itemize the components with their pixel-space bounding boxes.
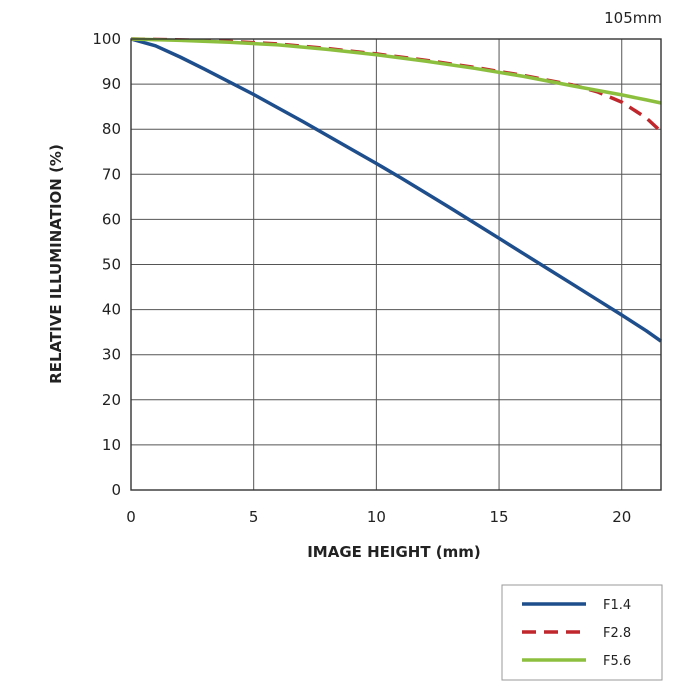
x-tick-label: 5 — [249, 508, 259, 526]
y-tick-label: 0 — [111, 481, 121, 499]
chart-annotation: 105mm — [604, 9, 662, 27]
y-tick-label: 70 — [102, 165, 121, 183]
y-tick-labels: 0 10 20 30 40 50 60 70 80 90 100 — [92, 30, 121, 499]
y-tick-label: 20 — [102, 391, 121, 409]
x-axis-title: IMAGE HEIGHT (mm) — [307, 543, 481, 561]
plot-frame — [130, 38, 662, 491]
x-tick-label: 15 — [490, 508, 509, 526]
y-tick-label: 60 — [102, 210, 121, 228]
legend-label: F1.4 — [603, 598, 631, 613]
series-line-f2-8 — [130, 37, 663, 133]
y-axis-title: RELATIVE ILLUMINATION (%) — [47, 144, 65, 384]
y-tick-label: 30 — [102, 346, 121, 364]
y-tick-label: 10 — [102, 436, 121, 454]
legend-items: F1.4 F2.8 F5.6 — [522, 598, 631, 669]
y-tick-label: 80 — [102, 120, 121, 138]
series-line-f1-4 — [130, 37, 663, 343]
x-tick-label: 0 — [126, 508, 136, 526]
y-tick-label: 40 — [102, 301, 121, 319]
y-tick-label: 50 — [102, 256, 121, 274]
y-tick-label: 90 — [102, 75, 121, 93]
x-tick-labels: 0 5 10 15 20 — [126, 508, 631, 526]
legend-label: F2.8 — [603, 626, 631, 641]
legend: F1.4 F2.8 F5.6 — [501, 584, 663, 681]
series-line-f5-6 — [130, 37, 662, 105]
legend-label: F5.6 — [603, 654, 631, 669]
series-layer — [130, 37, 663, 343]
grid-lines — [130, 38, 661, 491]
x-tick-label: 10 — [367, 508, 386, 526]
y-tick-label: 100 — [92, 30, 121, 48]
x-tick-label: 20 — [612, 508, 631, 526]
